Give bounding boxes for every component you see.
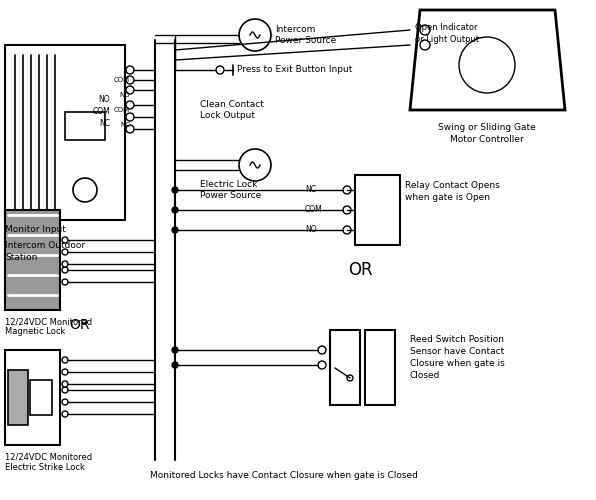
Text: Monitored Locks have Contact Closure when gate is Closed: Monitored Locks have Contact Closure whe…	[150, 470, 418, 480]
Circle shape	[172, 187, 178, 193]
Text: Station: Station	[5, 252, 38, 262]
Text: COM: COM	[92, 108, 110, 116]
Circle shape	[62, 249, 68, 255]
Text: NO: NO	[305, 226, 316, 234]
Circle shape	[239, 19, 271, 51]
Text: when gate is Open: when gate is Open	[405, 192, 490, 202]
Circle shape	[126, 125, 134, 133]
Text: Swing or Sliding Gate: Swing or Sliding Gate	[438, 124, 536, 132]
Text: Monitor Input: Monitor Input	[5, 226, 66, 234]
Circle shape	[73, 178, 97, 202]
Circle shape	[343, 226, 351, 234]
Circle shape	[62, 387, 68, 393]
Text: Intercom Outdoor: Intercom Outdoor	[5, 240, 85, 250]
Text: 12/24VDC Monitored: 12/24VDC Monitored	[5, 452, 92, 462]
Circle shape	[62, 369, 68, 375]
Text: Reed Switch Position: Reed Switch Position	[410, 336, 504, 344]
Circle shape	[172, 227, 178, 233]
Circle shape	[62, 261, 68, 267]
Circle shape	[126, 101, 134, 109]
Text: COM: COM	[114, 77, 130, 83]
Circle shape	[318, 361, 326, 369]
Circle shape	[318, 346, 326, 354]
Circle shape	[420, 25, 430, 35]
Text: Electric Strike Lock: Electric Strike Lock	[5, 462, 85, 471]
Circle shape	[239, 149, 271, 181]
Text: NO: NO	[98, 96, 110, 104]
Bar	[5, 210, 60, 310]
Circle shape	[172, 362, 178, 368]
Bar	[30, 380, 52, 415]
Text: 12/24VDC Monitored: 12/24VDC Monitored	[5, 318, 92, 326]
Bar	[330, 330, 360, 405]
Circle shape	[420, 40, 430, 50]
Bar	[8, 370, 28, 425]
Polygon shape	[410, 10, 565, 110]
Bar	[5, 350, 60, 445]
Circle shape	[62, 411, 68, 417]
Circle shape	[62, 357, 68, 363]
Text: NC: NC	[305, 186, 316, 194]
Circle shape	[343, 206, 351, 214]
Text: Relay Contact Opens: Relay Contact Opens	[405, 180, 500, 190]
Circle shape	[459, 37, 515, 93]
Bar	[65, 112, 105, 140]
Circle shape	[343, 186, 351, 194]
Text: Electric Lock
Power Source: Electric Lock Power Source	[200, 180, 261, 200]
Circle shape	[126, 113, 134, 121]
Text: Open Indicator: Open Indicator	[415, 24, 477, 32]
Text: NO: NO	[119, 92, 130, 98]
Text: NC: NC	[99, 120, 110, 128]
Circle shape	[62, 237, 68, 243]
Text: Clean Contact
Lock Output: Clean Contact Lock Output	[200, 100, 264, 119]
Bar	[355, 175, 400, 245]
Circle shape	[126, 76, 134, 84]
Circle shape	[62, 267, 68, 273]
Text: COM: COM	[305, 206, 323, 214]
Text: Closed: Closed	[410, 372, 440, 380]
Circle shape	[347, 375, 353, 381]
Circle shape	[126, 86, 134, 94]
Circle shape	[62, 279, 68, 285]
Text: Closure when gate is: Closure when gate is	[410, 360, 505, 368]
Text: Motor Controller: Motor Controller	[450, 136, 524, 144]
Circle shape	[62, 399, 68, 405]
Text: or Light Output: or Light Output	[415, 36, 479, 44]
Circle shape	[172, 207, 178, 213]
Text: NC: NC	[120, 122, 130, 128]
Circle shape	[216, 66, 224, 74]
Text: OR: OR	[347, 261, 372, 279]
Circle shape	[126, 66, 134, 74]
Bar	[365, 330, 395, 405]
Circle shape	[172, 347, 178, 353]
Text: Magnetic Lock: Magnetic Lock	[5, 328, 66, 336]
Text: Press to Exit Button Input: Press to Exit Button Input	[237, 66, 352, 74]
Text: COM: COM	[114, 107, 130, 113]
Text: Sensor have Contact: Sensor have Contact	[410, 348, 504, 356]
Text: Intercom
Power Source: Intercom Power Source	[275, 26, 336, 44]
Text: OR: OR	[70, 318, 90, 332]
Bar	[5, 45, 125, 220]
Circle shape	[62, 381, 68, 387]
